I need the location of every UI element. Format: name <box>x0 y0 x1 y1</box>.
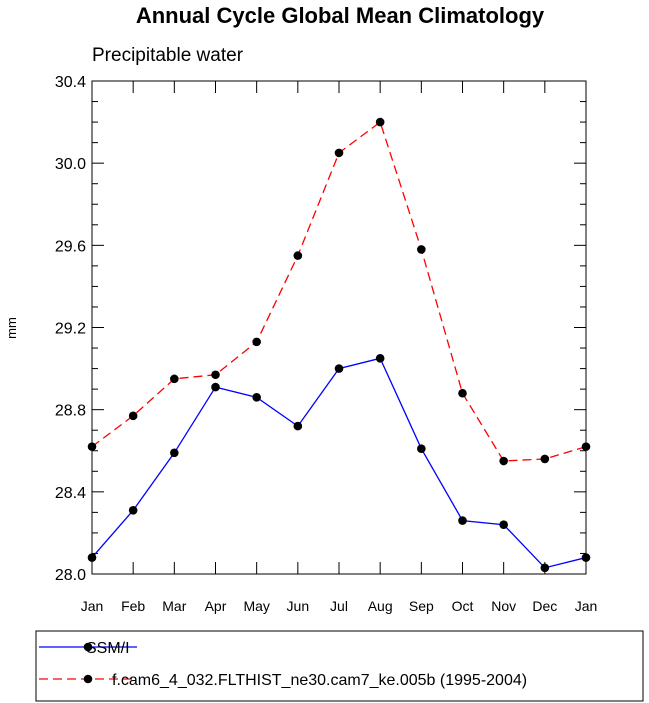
y-tick-label: 29.2 <box>55 321 86 338</box>
legend-box <box>35 630 644 702</box>
chart-subtitle: Precipitable water <box>92 45 244 66</box>
data-point-series-1 <box>499 456 508 466</box>
data-point-series-1 <box>334 148 344 158</box>
data-point-series-0 <box>293 421 303 431</box>
data-point-series-1 <box>170 374 179 384</box>
data-point-series-0 <box>211 382 220 392</box>
x-tick-label: Jan <box>575 598 598 614</box>
data-point-series-1 <box>211 370 220 380</box>
x-tick-label: Nov <box>491 598 516 614</box>
data-point-series-0 <box>334 364 344 373</box>
minor-ticks <box>92 101 586 554</box>
y-axis-label: mm <box>4 317 19 339</box>
y-tick-label: 28.0 <box>55 567 86 584</box>
plot-frame <box>91 80 587 575</box>
legend-label-ssmi: SSM/I <box>86 640 130 657</box>
legend-marker-ssmi <box>83 642 93 652</box>
data-point-series-0 <box>499 520 508 529</box>
y-tick-label: 28.8 <box>55 403 86 420</box>
data-point-series-0 <box>170 448 179 458</box>
x-tick-label: Feb <box>121 598 145 614</box>
data-point-series-1 <box>458 388 467 398</box>
y-tick-label: 28.4 <box>55 485 86 502</box>
series-line-0 <box>91 357 587 569</box>
x-tick-label: May <box>243 598 269 614</box>
data-point-series-0 <box>540 563 550 573</box>
y-tick-labels: 28.0 28.4 28.8 29.2 29.6 30.0 30.4 <box>55 74 86 584</box>
x-tick-label: Aug <box>368 598 393 614</box>
x-tick-label: Sep <box>409 598 434 614</box>
x-tick-label: Mar <box>162 598 186 614</box>
y-tick-label: 30.4 <box>55 74 86 91</box>
data-point-series-1 <box>252 337 261 347</box>
x-tick-label: Jun <box>287 598 310 614</box>
x-tick-label: Apr <box>205 598 227 614</box>
data-point-series-0 <box>417 444 426 453</box>
legend-label-cam: f.cam6_4_032.FLTHIST_ne30.cam7_ke.005b (… <box>112 672 527 689</box>
data-point-series-1 <box>293 251 303 260</box>
series-line-1 <box>91 121 587 462</box>
data-point-series-1 <box>128 411 138 421</box>
legend: SSM/I f.cam6_4_032.FLTHIST_ne30.cam7_ke.… <box>35 630 644 702</box>
data-point-series-1 <box>540 454 550 464</box>
x-tick-label: Jan <box>81 598 104 614</box>
x-tick-label: Oct <box>452 598 474 614</box>
data-point-series-0 <box>458 516 467 525</box>
x-tick-label: Dec <box>532 598 557 614</box>
y-tick-label: 29.6 <box>55 238 86 255</box>
y-tick-label: 30.0 <box>55 156 86 173</box>
data-point-series-0 <box>375 354 385 363</box>
data-point-series-1 <box>417 245 426 254</box>
legend-marker-cam <box>83 674 93 684</box>
data-point-series-0 <box>252 393 261 402</box>
chart-title: Annual Cycle Global Mean Climatology <box>136 3 545 28</box>
data-point-series-0 <box>128 506 138 515</box>
data-point-series-1 <box>375 117 385 127</box>
series-layer <box>87 117 591 573</box>
x-tick-label: Jul <box>330 598 348 614</box>
x-tick-labels: Jan Feb Mar Apr May Jun Jul Aug Sep Oct Nov Dec Jan <box>81 598 598 614</box>
